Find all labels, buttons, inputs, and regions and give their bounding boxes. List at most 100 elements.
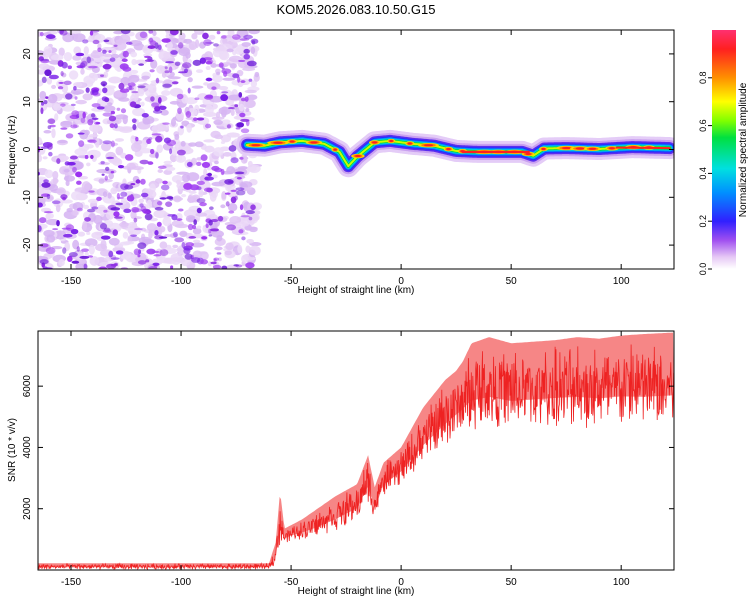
noise-cell (65, 224, 75, 232)
noise-cell (187, 77, 193, 83)
noise-cell (47, 93, 58, 104)
noise-cell (204, 176, 215, 181)
noise-cell (233, 264, 240, 267)
noise-cell (156, 200, 163, 206)
x-tick-label: -50 (284, 276, 299, 287)
noise-cell (130, 182, 136, 186)
noise-cell (232, 73, 240, 79)
noise-cell (38, 186, 45, 196)
noise-cell (224, 250, 232, 256)
noise-cell (200, 154, 208, 162)
trace-hotspot (273, 141, 283, 144)
noise-cell (60, 194, 68, 200)
noise-cell (235, 127, 241, 130)
noise-cell (220, 204, 226, 209)
noise-cell (195, 69, 204, 74)
trace-hotspot (541, 147, 546, 151)
noise-cell (174, 237, 185, 243)
noise-cell (221, 265, 228, 269)
noise-cell (52, 228, 59, 231)
colorbar: 0.0 0.2 0.4 0.6 0.8 Normalized spectral ampl… (698, 30, 749, 275)
noise-cell (234, 104, 239, 108)
noise-cell (71, 260, 80, 264)
noise-cell (196, 207, 202, 214)
noise-cell (236, 190, 246, 196)
noise-cell (187, 59, 192, 64)
noise-cell (82, 93, 93, 101)
y-tick-label: -20 (22, 237, 33, 252)
noise-cell (108, 115, 117, 122)
colorbar-tick-label: 0.6 (698, 119, 708, 132)
noise-cell (200, 259, 209, 265)
noise-cell (160, 109, 169, 116)
noise-cell (68, 251, 78, 258)
noise-cell (205, 77, 213, 82)
noise-cell (77, 193, 87, 199)
snr-x-axis: -150 -100 -50 0 50 100 (61, 331, 630, 588)
noise-cell (225, 242, 234, 251)
noise-cell (43, 179, 49, 183)
spectrogram-y-label: Frequency (Hz) (7, 116, 18, 185)
noise-cell (142, 139, 147, 145)
noise-cell (239, 112, 246, 118)
noise-cell (79, 255, 90, 259)
noise-cell (76, 180, 82, 185)
noise-cell (105, 166, 110, 171)
noise-cell (201, 161, 211, 169)
noise-cell (95, 243, 108, 252)
noise-cell (143, 84, 153, 89)
noise-cell (102, 229, 112, 233)
noise-cell (144, 59, 154, 62)
noise-cell (102, 53, 113, 57)
noise-cell (81, 248, 89, 252)
noise-cell (158, 236, 168, 239)
noise-cell (151, 133, 162, 136)
noise-cell (126, 195, 135, 202)
colorbar-label: Normalized spectral amplitude (738, 82, 749, 217)
noise-cell (183, 209, 198, 218)
noise-cell (123, 208, 132, 214)
noise-cell (221, 68, 232, 74)
noise-cell (221, 62, 232, 66)
noise-cell (157, 96, 162, 104)
noise-cell (187, 194, 193, 204)
noise-cell (211, 181, 225, 187)
spectrogram-y-axis: -20 -10 0 10 20 (22, 48, 674, 252)
noise-cell (163, 169, 173, 175)
noise-cell (40, 146, 50, 149)
noise-cell (68, 30, 82, 34)
colorbar-gradient (712, 30, 736, 269)
noise-cell (241, 254, 249, 263)
noise-cell (73, 82, 83, 88)
noise-cell (163, 137, 172, 144)
noise-cell (250, 46, 256, 55)
noise-cell (159, 241, 168, 250)
noise-cell (193, 117, 198, 122)
noise-cell (164, 233, 172, 238)
snr-panel: -150 -100 -50 0 50 100 2000 4000 6000 Height of… (7, 330, 675, 597)
noise-cell (216, 252, 222, 255)
noise-cell (38, 69, 46, 75)
noise-cell (113, 216, 123, 219)
noise-cell (44, 69, 52, 77)
noise-cell (75, 52, 85, 57)
noise-cell (195, 30, 203, 33)
noise-cell (110, 110, 116, 115)
noise-cell (56, 158, 61, 164)
noise-cell (110, 170, 115, 174)
noise-cell (90, 60, 96, 67)
noise-cell (148, 230, 153, 239)
noise-cell (43, 211, 54, 214)
noise-cell (45, 212, 54, 219)
noise-cell (228, 145, 237, 152)
noise-cell (38, 80, 44, 87)
noise-cell (128, 74, 140, 83)
noise-cell (102, 87, 108, 94)
noise-cell (62, 247, 67, 254)
noise-cell (67, 65, 72, 70)
noise-cell (217, 257, 222, 262)
noise-cell (241, 236, 246, 241)
noise-cell (131, 91, 139, 94)
noise-cell (84, 217, 91, 222)
snr-series (38, 332, 674, 570)
